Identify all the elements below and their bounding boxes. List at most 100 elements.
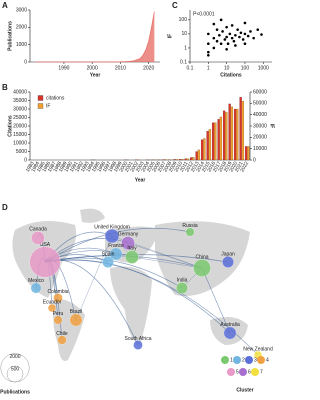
point [207, 42, 210, 46]
x-tick-label: 2001 [124, 160, 135, 173]
x-axis-title: Citations [220, 72, 242, 78]
point [225, 35, 228, 39]
cluster-swatch [251, 368, 259, 376]
legend-label: citations [46, 95, 65, 101]
y-tick-label: 20000 [13, 123, 27, 129]
bar [184, 158, 187, 161]
point [243, 21, 247, 25]
point [212, 36, 216, 40]
bar [192, 157, 195, 161]
point [228, 32, 232, 36]
point [252, 36, 255, 40]
bar [247, 146, 250, 161]
cluster-swatch [227, 368, 235, 376]
y2-tick-label: 0 [253, 157, 256, 163]
point [219, 18, 223, 22]
point [230, 36, 234, 40]
bar [173, 159, 176, 161]
bar [214, 122, 217, 161]
x-tick-label: 2009 [168, 160, 179, 173]
edge [131, 256, 203, 269]
point [212, 46, 216, 50]
x-tick-label: 1000 [258, 65, 269, 71]
bar [206, 131, 209, 161]
edge [127, 242, 203, 269]
x-tick-label: 1988 [52, 160, 63, 173]
x-tick-label: 2010 [173, 160, 184, 173]
country-node [223, 326, 237, 340]
point [221, 30, 224, 33]
country-node [185, 227, 195, 237]
country-node [133, 340, 143, 350]
country-label: South Africa [125, 336, 152, 342]
cluster-label: 4 [266, 357, 269, 363]
country-node [53, 293, 63, 303]
bar [217, 119, 220, 161]
country-label: Germany [118, 232, 139, 238]
x-axis-title: Year [135, 177, 146, 183]
point [236, 28, 239, 31]
x-tick-label: 1997 [102, 160, 113, 173]
country-node [109, 247, 123, 261]
country-label: Italy [127, 246, 137, 252]
size-legend-label: 500 [11, 366, 20, 372]
cluster-label: 6 [248, 369, 251, 375]
point [234, 33, 237, 37]
y-axis-title: IF [167, 34, 173, 38]
size-legend-title: Publications [0, 389, 30, 395]
x-tick-label: 2020 [228, 160, 239, 173]
point [223, 38, 227, 41]
bar [222, 110, 226, 161]
x-tick-label: 2015 [201, 160, 212, 173]
bar [200, 139, 204, 161]
country-node [69, 313, 83, 327]
point [256, 28, 260, 31]
x-tick-label: 1995 [91, 160, 102, 173]
cluster-swatch [233, 356, 241, 364]
country-node [121, 236, 135, 250]
country-label: Peru [53, 311, 64, 317]
bar [178, 159, 182, 161]
y-tick-label: 0 [24, 59, 27, 65]
x-tick-label: 2022 [239, 160, 250, 173]
y-tick-label: 35000 [13, 98, 27, 104]
x-tick-label: 1 [207, 65, 210, 71]
bar [239, 97, 242, 161]
cluster-label: 1 [230, 357, 233, 363]
cluster-swatch [239, 368, 247, 376]
y-tick-label: 25000 [13, 115, 27, 121]
y-tick-label: 0 [24, 157, 27, 163]
area-fill [35, 11, 155, 62]
annotation: P<0.0001 [193, 11, 215, 17]
y-tick-label: 10000 [13, 140, 27, 146]
y2-tick-label: 50000 [253, 101, 267, 107]
cluster-title: Cluster [236, 387, 253, 393]
y-axis-title: Citations [7, 115, 13, 137]
point [243, 32, 247, 36]
x-tick-label: 1984 [30, 160, 41, 173]
bar [203, 138, 206, 161]
country-label: Mexico [28, 278, 44, 284]
x-tick-label: 2014 [195, 160, 206, 173]
point [212, 22, 216, 26]
x-tick-label: 2017 [212, 160, 223, 173]
size-legend-circle [6, 365, 24, 383]
y-tick-label: 1 [184, 45, 187, 51]
bar [230, 106, 234, 161]
x-tick-label: 2016 [206, 160, 217, 173]
bar [175, 159, 179, 161]
country-node [30, 282, 42, 294]
x-tick-label: 1990 [63, 160, 74, 173]
cluster-swatch [245, 356, 253, 364]
country-node [47, 303, 57, 313]
x-tick-label: 2020 [143, 65, 154, 71]
x-tick-label: 1986 [41, 160, 52, 173]
point [215, 39, 219, 43]
x-tick-label: 1999 [113, 160, 124, 173]
country-node [29, 246, 61, 278]
point [226, 42, 230, 46]
bar [225, 112, 228, 161]
panel-label: A [2, 1, 8, 10]
cluster-label: 3 [254, 357, 257, 363]
point [225, 25, 228, 29]
